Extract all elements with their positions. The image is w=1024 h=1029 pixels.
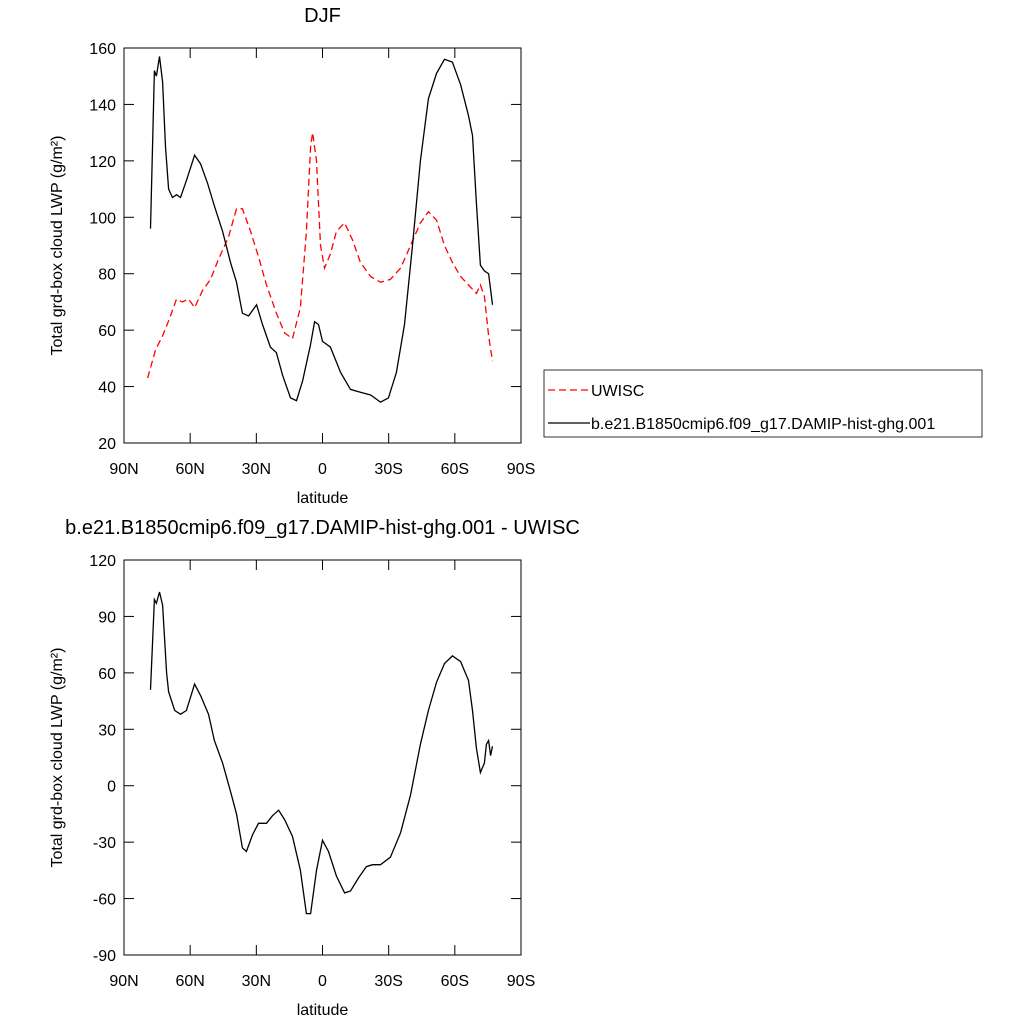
x-axis-label: latitude <box>297 490 349 507</box>
x-tick-label: 90N <box>109 461 138 478</box>
y-tick-label: 40 <box>98 380 116 397</box>
x-tick-label: 30S <box>374 461 402 478</box>
data-line <box>149 56 494 403</box>
x-tick-label: 60S <box>441 461 469 478</box>
y-tick-label: 90 <box>98 609 116 626</box>
x-tick-label: 0 <box>318 461 327 478</box>
x-tick-label: 90S <box>507 461 535 478</box>
x-tick-label: 60N <box>175 973 204 990</box>
y-tick-label: -60 <box>93 892 116 909</box>
y-axis-label: Total grd-box cloud LWP (g/m²) <box>49 136 66 356</box>
x-tick-label: 60S <box>441 973 469 990</box>
chart-title: b.e21.B1850cmip6.f09_g17.DAMIP-hist-ghg.… <box>65 517 580 539</box>
y-tick-label: 120 <box>89 154 116 171</box>
x-tick-label: 90S <box>507 973 535 990</box>
y-tick-label: 140 <box>89 97 116 114</box>
plot-frame <box>123 559 522 956</box>
y-tick-label: 30 <box>98 722 116 739</box>
y-tick-label: -30 <box>93 835 116 852</box>
plot-frame <box>123 47 522 444</box>
chart-title: DJF <box>304 5 341 27</box>
x-tick-label: 30N <box>242 461 271 478</box>
data-line <box>146 132 494 379</box>
y-tick-label: 100 <box>89 210 116 227</box>
y-axis-label: Total grd-box cloud LWP (g/m²) <box>49 648 66 868</box>
y-tick-label: 60 <box>98 323 116 340</box>
legend-label: UWISC <box>591 383 644 400</box>
x-tick-label: 30N <box>242 973 271 990</box>
legend-label: b.e21.B1850cmip6.f09_g17.DAMIP-hist-ghg.… <box>591 416 935 433</box>
x-tick-label: 90N <box>109 973 138 990</box>
legend-box <box>543 369 983 438</box>
x-tick-label: 60N <box>175 461 204 478</box>
x-axis-label: latitude <box>297 1002 349 1019</box>
y-tick-label: 80 <box>98 267 116 284</box>
y-tick-label: 60 <box>98 666 116 683</box>
x-tick-label: 0 <box>318 973 327 990</box>
x-tick-label: 30S <box>374 973 402 990</box>
y-tick-label: 120 <box>89 553 116 570</box>
y-tick-label: 160 <box>89 41 116 58</box>
y-tick-label: 0 <box>107 779 116 796</box>
y-tick-label: -90 <box>93 948 116 965</box>
data-line <box>149 591 494 915</box>
y-tick-label: 20 <box>98 436 116 453</box>
